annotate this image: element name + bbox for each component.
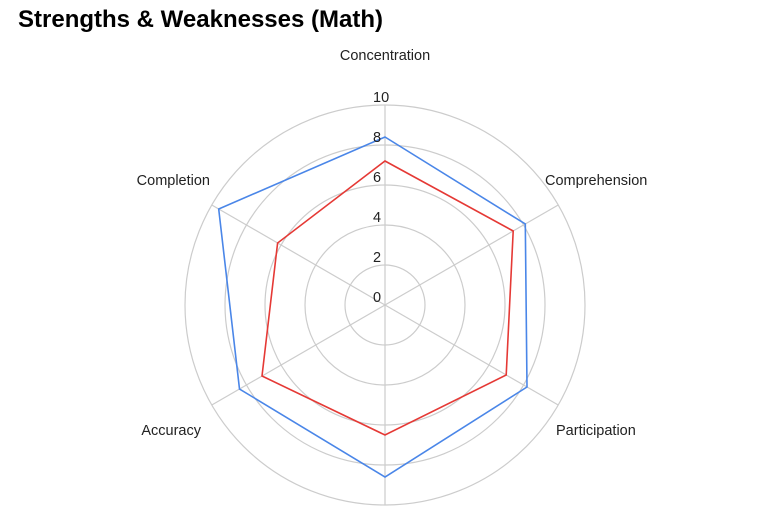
chart-title: Strengths & Weaknesses (Math) xyxy=(18,6,383,33)
axis-label-accuracy: Accuracy xyxy=(141,423,201,439)
tick-label-6: 6 xyxy=(373,170,381,186)
tick-label-0: 0 xyxy=(373,290,381,306)
tick-labels: 0 2 4 6 8 10 xyxy=(373,90,389,306)
series-layer xyxy=(217,136,528,478)
axis-label-completion: Completion xyxy=(137,173,210,189)
axis-label-participation: Participation xyxy=(556,423,636,439)
tick-label-4: 4 xyxy=(373,210,381,226)
tick-label-10: 10 xyxy=(373,90,389,106)
axis-spoke xyxy=(384,304,559,406)
axis-label-concentration: Concentration xyxy=(340,48,430,64)
tick-label-2: 2 xyxy=(373,250,381,266)
axis-spoke xyxy=(384,204,559,306)
series-1-line xyxy=(217,136,528,478)
series-2-line xyxy=(261,160,515,436)
axis-label-comprehension: Comprehension xyxy=(545,173,647,189)
axis-spoke xyxy=(211,304,386,406)
axis-spokes xyxy=(211,105,559,505)
axis-labels: Concentration Comprehension Participation A… xyxy=(137,48,648,439)
axis-spoke xyxy=(211,204,386,306)
tick-label-8: 8 xyxy=(373,130,381,146)
